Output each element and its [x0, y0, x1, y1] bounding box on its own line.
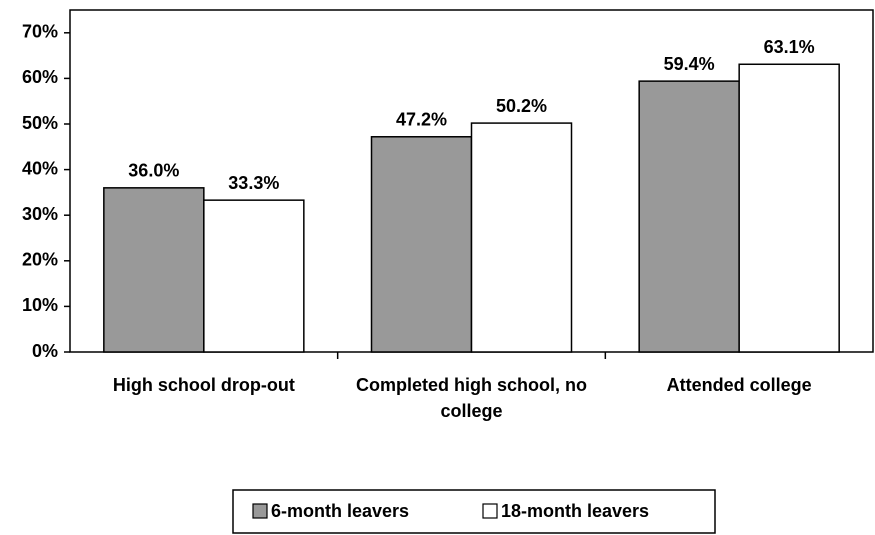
data-label: 33.3% — [228, 173, 279, 193]
y-tick-label: 60% — [22, 67, 58, 87]
bar — [203, 199, 305, 353]
y-tick-label: 40% — [22, 158, 58, 178]
data-label: 50.2% — [496, 96, 547, 116]
data-label: 63.1% — [764, 37, 815, 57]
legend-swatch — [252, 503, 268, 519]
bar — [103, 187, 205, 353]
y-tick-label: 10% — [22, 295, 58, 315]
x-tick-label: Attended college — [666, 375, 812, 395]
data-label: 59.4% — [664, 54, 715, 74]
y-tick-label: 50% — [22, 113, 58, 133]
bar — [370, 136, 473, 353]
legend-label: 18-month leavers — [501, 501, 649, 521]
bar — [638, 80, 740, 353]
bar — [470, 122, 573, 353]
legend-label: 6-month leavers — [271, 501, 409, 521]
legend-box — [232, 489, 716, 534]
x-tick-label: High school drop-out — [112, 375, 295, 395]
x-tick-label: Completed high school, no college — [356, 375, 587, 421]
legend-swatch — [482, 503, 498, 519]
bar — [738, 63, 840, 353]
y-tick-label: 30% — [22, 204, 58, 224]
data-label: 36.0% — [128, 161, 179, 181]
y-tick-label: 0% — [32, 341, 58, 361]
data-label: 47.2% — [396, 110, 447, 130]
y-tick-label: 20% — [22, 250, 58, 270]
y-tick-label: 70% — [22, 22, 58, 42]
